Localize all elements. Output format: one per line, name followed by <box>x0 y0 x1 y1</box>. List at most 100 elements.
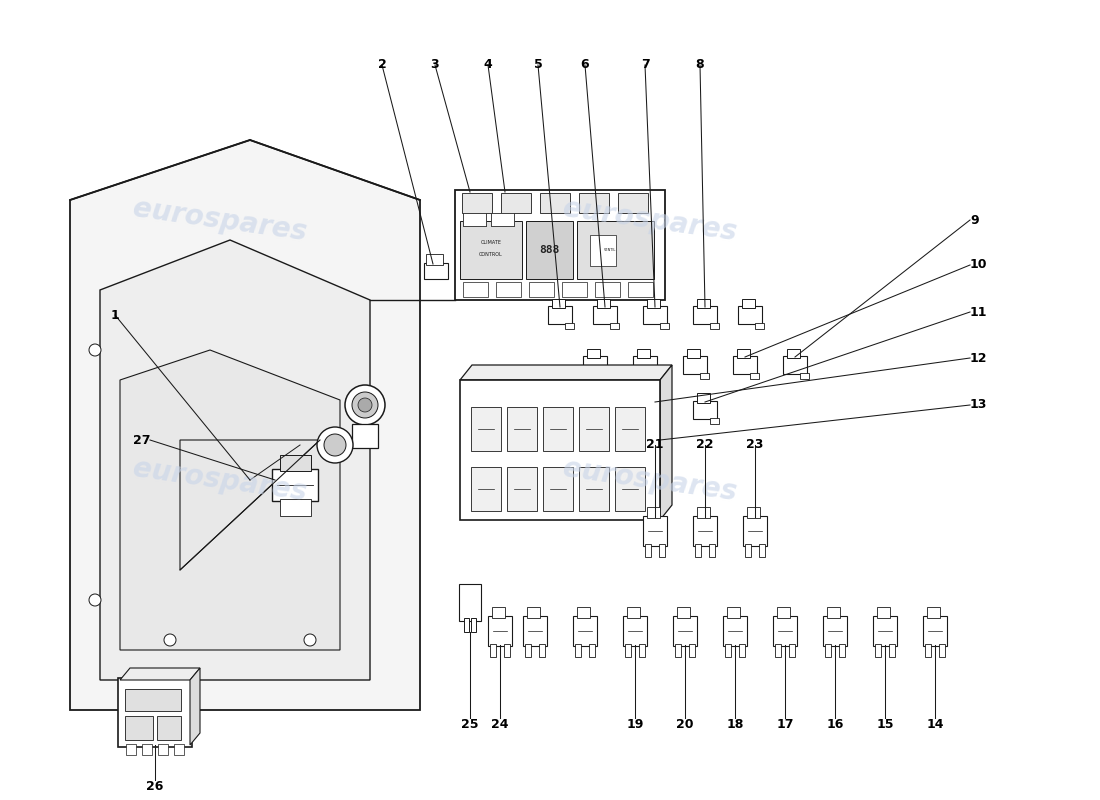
FancyBboxPatch shape <box>490 462 498 469</box>
Polygon shape <box>190 668 200 745</box>
FancyBboxPatch shape <box>579 193 609 213</box>
Bar <box>839 644 845 657</box>
FancyBboxPatch shape <box>693 516 717 546</box>
FancyBboxPatch shape <box>462 193 492 213</box>
FancyBboxPatch shape <box>579 407 609 451</box>
Text: 25: 25 <box>461 718 478 731</box>
Text: 6: 6 <box>581 58 590 71</box>
FancyBboxPatch shape <box>540 462 549 469</box>
FancyBboxPatch shape <box>693 401 717 419</box>
FancyBboxPatch shape <box>610 322 618 329</box>
Bar <box>639 644 645 657</box>
Bar <box>575 644 581 657</box>
Bar <box>695 544 701 557</box>
Bar <box>789 644 795 657</box>
Circle shape <box>304 634 316 646</box>
FancyBboxPatch shape <box>650 373 659 379</box>
FancyBboxPatch shape <box>424 263 448 279</box>
FancyBboxPatch shape <box>593 306 617 324</box>
Text: 27: 27 <box>132 434 150 446</box>
FancyBboxPatch shape <box>644 401 667 419</box>
FancyBboxPatch shape <box>462 213 485 226</box>
Bar <box>539 644 544 657</box>
FancyBboxPatch shape <box>627 606 640 618</box>
Text: 14: 14 <box>926 718 944 731</box>
FancyBboxPatch shape <box>615 467 645 511</box>
Text: 24: 24 <box>492 718 508 731</box>
FancyBboxPatch shape <box>462 282 487 297</box>
Polygon shape <box>120 668 200 680</box>
FancyBboxPatch shape <box>578 606 591 618</box>
FancyBboxPatch shape <box>700 373 708 379</box>
Bar <box>126 744 136 755</box>
Bar <box>776 644 781 657</box>
FancyBboxPatch shape <box>471 467 501 511</box>
Bar <box>745 544 751 557</box>
Bar <box>158 744 168 755</box>
Text: 11: 11 <box>970 306 988 318</box>
FancyBboxPatch shape <box>623 616 647 646</box>
Text: 12: 12 <box>970 351 988 365</box>
Text: CLIMATE: CLIMATE <box>481 239 502 245</box>
FancyBboxPatch shape <box>491 213 514 226</box>
Bar <box>874 644 881 657</box>
Bar <box>825 644 830 657</box>
FancyBboxPatch shape <box>507 467 537 511</box>
Text: 9: 9 <box>970 214 979 226</box>
FancyBboxPatch shape <box>593 401 617 419</box>
FancyBboxPatch shape <box>647 506 660 518</box>
Bar <box>725 644 732 657</box>
Bar <box>889 644 895 657</box>
FancyBboxPatch shape <box>590 234 616 266</box>
FancyBboxPatch shape <box>727 606 740 618</box>
FancyBboxPatch shape <box>773 616 798 646</box>
FancyBboxPatch shape <box>279 454 310 470</box>
FancyBboxPatch shape <box>573 446 597 464</box>
Circle shape <box>345 385 385 425</box>
Circle shape <box>352 392 378 418</box>
FancyBboxPatch shape <box>615 407 645 451</box>
Bar <box>689 644 695 657</box>
Text: eurospares: eurospares <box>131 454 309 506</box>
Text: 13: 13 <box>970 398 988 411</box>
FancyBboxPatch shape <box>460 380 660 520</box>
FancyBboxPatch shape <box>597 298 611 307</box>
FancyBboxPatch shape <box>693 306 717 324</box>
FancyBboxPatch shape <box>125 689 182 711</box>
Bar <box>471 618 476 632</box>
Bar <box>659 544 666 557</box>
Bar <box>588 644 595 657</box>
FancyBboxPatch shape <box>673 616 697 646</box>
FancyBboxPatch shape <box>597 394 611 402</box>
FancyBboxPatch shape <box>644 306 667 324</box>
Text: 2: 2 <box>377 58 386 71</box>
Text: 10: 10 <box>970 258 988 271</box>
Text: 1: 1 <box>111 309 120 322</box>
FancyBboxPatch shape <box>560 418 569 424</box>
FancyBboxPatch shape <box>737 349 750 358</box>
Text: eurospares: eurospares <box>561 454 739 506</box>
Bar <box>710 544 715 557</box>
FancyBboxPatch shape <box>632 356 657 374</box>
Bar <box>504 644 510 657</box>
Text: 5: 5 <box>534 58 542 71</box>
FancyBboxPatch shape <box>578 438 591 447</box>
FancyBboxPatch shape <box>157 716 182 740</box>
FancyBboxPatch shape <box>778 606 790 618</box>
FancyBboxPatch shape <box>750 373 759 379</box>
FancyBboxPatch shape <box>492 606 505 618</box>
Bar <box>675 644 681 657</box>
Bar <box>759 544 764 557</box>
FancyBboxPatch shape <box>587 349 601 358</box>
Circle shape <box>358 398 372 412</box>
FancyBboxPatch shape <box>742 298 756 307</box>
Text: 22: 22 <box>696 438 714 451</box>
Text: eurospares: eurospares <box>561 194 739 246</box>
FancyBboxPatch shape <box>548 306 572 324</box>
Text: 4: 4 <box>484 58 493 71</box>
FancyBboxPatch shape <box>688 349 701 358</box>
Bar <box>174 744 184 755</box>
Bar <box>939 644 945 657</box>
Text: 7: 7 <box>640 58 649 71</box>
FancyBboxPatch shape <box>495 282 520 297</box>
